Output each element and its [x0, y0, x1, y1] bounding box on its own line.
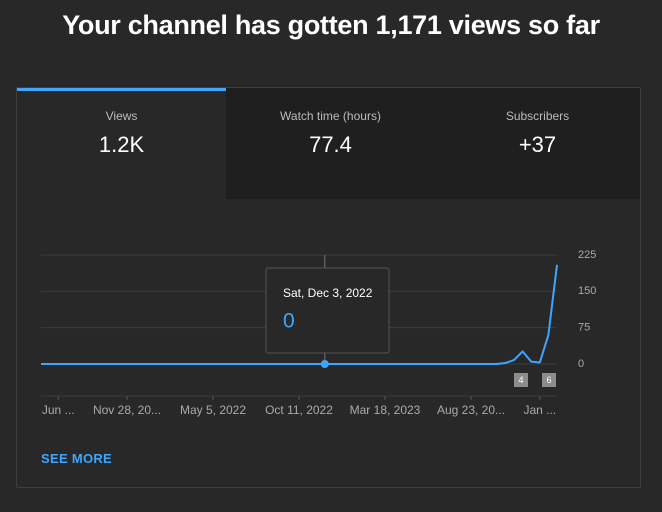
y-tick-label: 225 — [578, 249, 596, 261]
video-marker-label: 6 — [546, 375, 551, 385]
x-tick-label: Jan ... — [523, 403, 556, 417]
analytics-card: Views 1.2K Watch time (hours) 77.4 Subsc… — [16, 87, 641, 488]
tab-label: Watch time (hours) — [280, 109, 381, 123]
y-tick-label: 0 — [578, 358, 584, 370]
tab-value: 1.2K — [98, 132, 145, 157]
views-tab[interactable]: Views 1.2K — [17, 88, 226, 199]
x-tick-label: Jun ... — [42, 403, 75, 417]
subscribers-tab[interactable]: Subscribers +37 — [435, 88, 640, 199]
x-tick-label: Aug 23, 20... — [437, 403, 505, 417]
x-tick-label: Mar 18, 2023 — [350, 403, 421, 417]
x-tick-label: Oct 11, 2022 — [265, 403, 333, 417]
video-marker — [542, 373, 556, 387]
tooltip-value: 0 — [283, 310, 295, 333]
x-tick-label: Nov 28, 20... — [93, 403, 161, 417]
watch-time-tab[interactable]: Watch time (hours) 77.4 — [226, 88, 435, 199]
x-tick-label: May 5, 2022 — [180, 403, 246, 417]
tooltip-date: Sat, Dec 3, 2022 — [283, 286, 373, 300]
tooltip-box — [265, 267, 390, 354]
y-tick-label: 75 — [578, 322, 590, 334]
page-title: Your channel has gotten 1,171 views so f… — [62, 10, 600, 40]
tab-label: Views — [105, 109, 138, 123]
y-tick-label: 150 — [578, 285, 596, 297]
views-line — [41, 264, 558, 365]
video-marker — [514, 373, 528, 387]
video-marker-label: 4 — [518, 375, 523, 385]
see-more-link[interactable]: SEE MORE — [41, 451, 113, 466]
tab-label: Subscribers — [505, 109, 570, 123]
hover-point — [320, 360, 329, 368]
tab-value: 77.4 — [309, 132, 352, 157]
tab-value: +37 — [518, 132, 557, 157]
